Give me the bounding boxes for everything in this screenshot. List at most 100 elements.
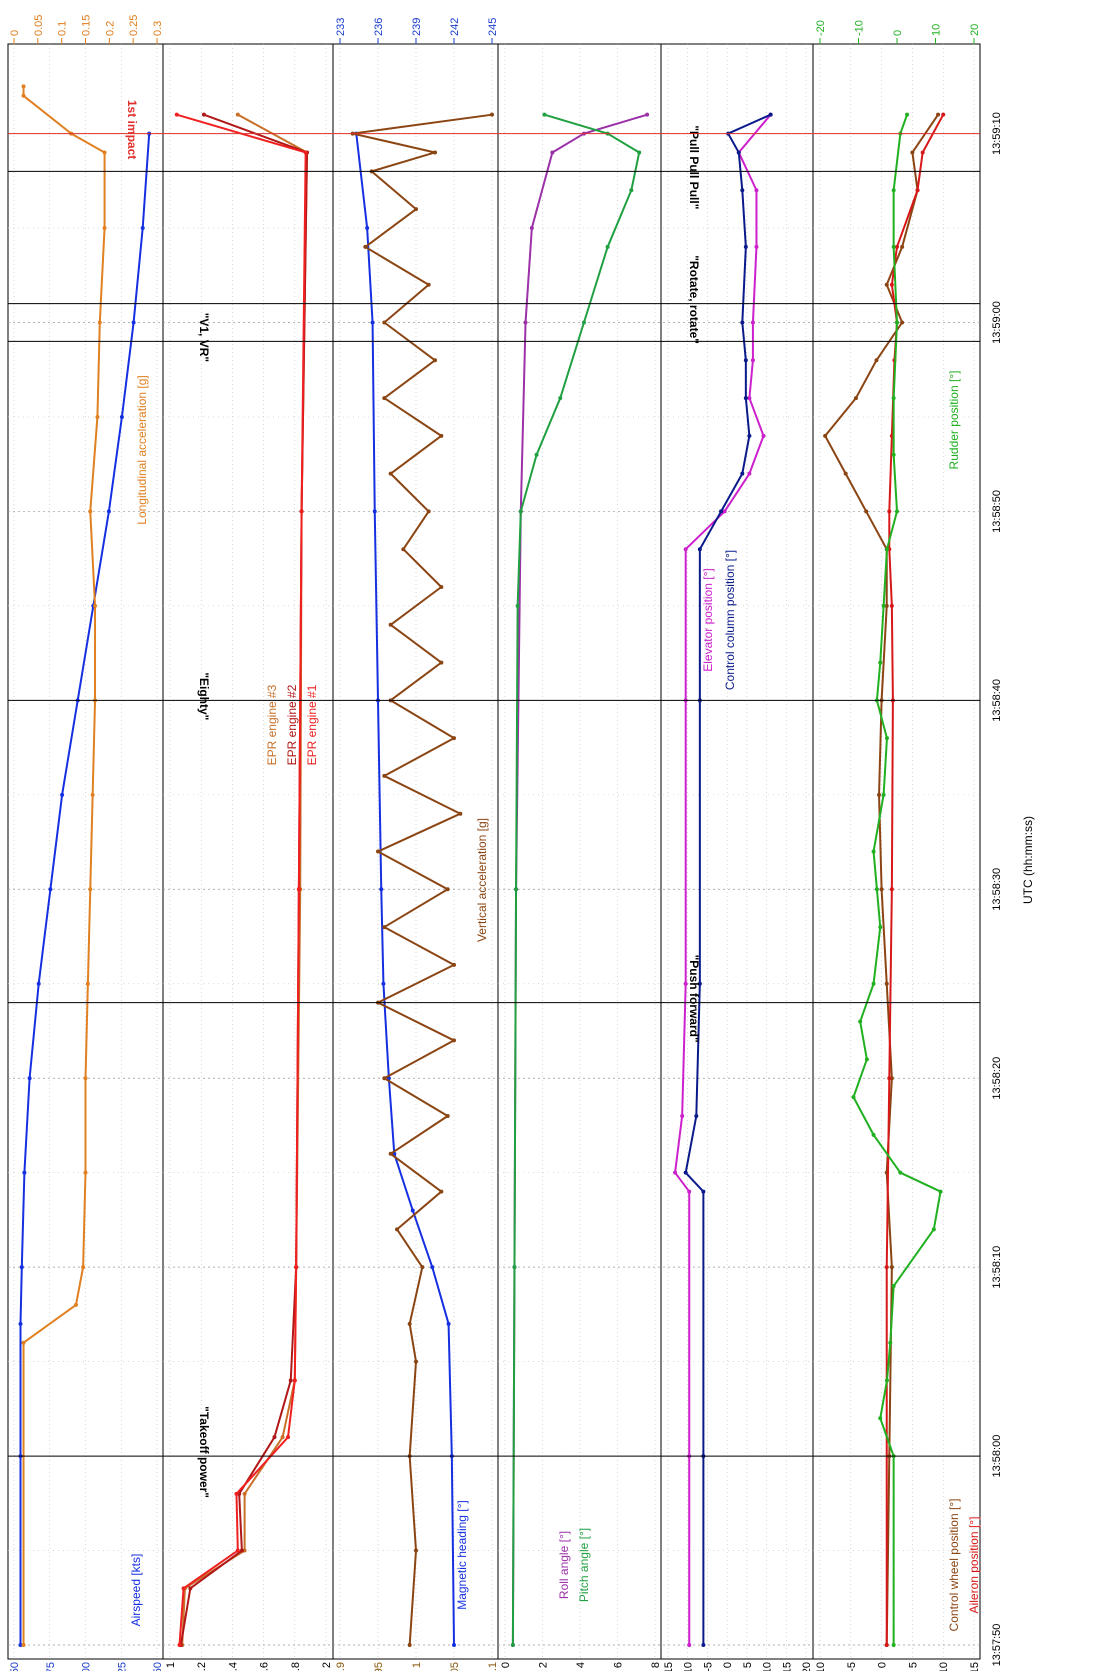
value-tick-label: 75	[45, 1662, 57, 1671]
data-point	[719, 509, 724, 514]
data-point	[542, 112, 547, 117]
series-name-label: Roll angle [°]	[557, 1531, 571, 1599]
data-point	[388, 622, 393, 627]
data-point	[743, 244, 748, 249]
data-point	[372, 509, 377, 514]
data-point	[518, 509, 523, 514]
value-tick-label: 1.6	[259, 1662, 271, 1671]
value-tick-label: 0	[500, 1662, 512, 1668]
data-point	[743, 396, 748, 401]
value-tick-label: 50	[9, 1662, 21, 1671]
series-name-label: Longitudinal acceleration [g]	[135, 375, 149, 524]
data-point	[22, 1170, 27, 1175]
data-point	[891, 188, 896, 193]
data-point	[445, 887, 450, 892]
data-point	[550, 150, 555, 155]
data-point	[891, 1643, 896, 1647]
value-tick-label: -5	[846, 1662, 858, 1671]
time-tick-label: 13:58:50	[991, 490, 1003, 533]
data-point	[177, 1643, 182, 1647]
data-point	[188, 1586, 193, 1591]
data-point	[701, 1189, 706, 1194]
data-point	[401, 547, 406, 552]
data-point	[851, 1095, 856, 1100]
data-point	[747, 433, 752, 438]
event-markers: "Takeoff power" "Push forward" "Eighty" "V1…	[8, 100, 980, 1498]
value-tick-label: 1.05	[449, 1662, 461, 1671]
data-point	[884, 1378, 889, 1383]
tick-labels: 13:57:50 13:58:00 13:58:10 13:58:20 13:58:30…	[9, 15, 1003, 1671]
data-point	[119, 414, 124, 419]
value-tick-label: 20	[969, 24, 981, 36]
data-point	[433, 358, 437, 363]
data-point	[414, 1359, 418, 1364]
series-name-label: EPR engine #1	[305, 684, 319, 765]
data-point	[452, 736, 456, 741]
data-point	[382, 396, 387, 401]
value-tick-label: 1.2	[196, 1662, 208, 1671]
data-point	[83, 1170, 88, 1175]
value-tick-label: 150	[152, 1662, 164, 1671]
data-point	[21, 84, 26, 89]
series-name-label: Pitch angle [°]	[577, 1528, 591, 1602]
data-point	[280, 1435, 285, 1440]
data-point	[687, 1189, 692, 1194]
value-tick-label: 0	[9, 30, 21, 36]
series-line	[885, 114, 945, 1645]
series-name-label: EPR engine #2	[285, 684, 299, 765]
data-point	[747, 471, 752, 476]
data-point	[722, 509, 727, 514]
data-point	[512, 1265, 517, 1270]
data-point	[235, 112, 240, 117]
data-point	[242, 1491, 247, 1496]
data-point	[889, 282, 894, 287]
event-label: 1st impact	[125, 100, 139, 159]
data-point	[891, 452, 896, 457]
value-tick-label: 2	[321, 1662, 333, 1668]
data-point	[452, 1643, 456, 1647]
value-tick-label: 4	[575, 1662, 587, 1668]
data-point	[201, 112, 206, 117]
value-tick-label: 20	[801, 1662, 813, 1671]
data-point	[743, 358, 748, 363]
data-point	[414, 207, 418, 212]
value-tick-label: 10	[938, 1662, 950, 1671]
data-point	[895, 320, 899, 325]
data-point	[754, 244, 759, 249]
data-point	[888, 1340, 893, 1345]
series-name-label: Control column position [°]	[723, 550, 737, 690]
data-point	[376, 849, 380, 854]
data-point	[430, 1265, 435, 1270]
data-point	[48, 887, 53, 892]
series-name-label: Airspeed [kts]	[129, 1554, 143, 1627]
data-point	[181, 1586, 186, 1591]
value-tick-label: 1.8	[290, 1662, 302, 1671]
value-tick-label: -15	[663, 1662, 675, 1671]
event-label: "Push forward"	[687, 955, 701, 1043]
data-point	[581, 320, 586, 325]
data-point	[174, 112, 179, 117]
data-point	[871, 1132, 876, 1137]
data-point	[445, 1114, 450, 1118]
data-point	[407, 1643, 412, 1647]
data-point	[891, 1284, 896, 1289]
data-point	[871, 981, 876, 986]
series-name-label: Vertical acceleration [g]	[475, 818, 489, 942]
value-tick-label: 1.1	[487, 1662, 499, 1671]
data-point	[382, 773, 387, 778]
data-point	[420, 1265, 425, 1270]
value-tick-label: 233	[335, 18, 347, 36]
data-point	[558, 396, 563, 401]
value-tick-label: -10	[683, 1662, 695, 1671]
value-tick-label: 0.3	[152, 21, 164, 36]
x-axis-title: UTC (hh:mm:ss)	[1021, 816, 1035, 904]
value-tick-label: -10	[815, 1662, 827, 1671]
data-point	[747, 396, 752, 401]
data-point	[754, 188, 759, 193]
data-point	[637, 150, 642, 155]
data-point	[102, 226, 107, 231]
value-tick-label: 10	[762, 1662, 774, 1671]
data-point	[768, 112, 773, 117]
